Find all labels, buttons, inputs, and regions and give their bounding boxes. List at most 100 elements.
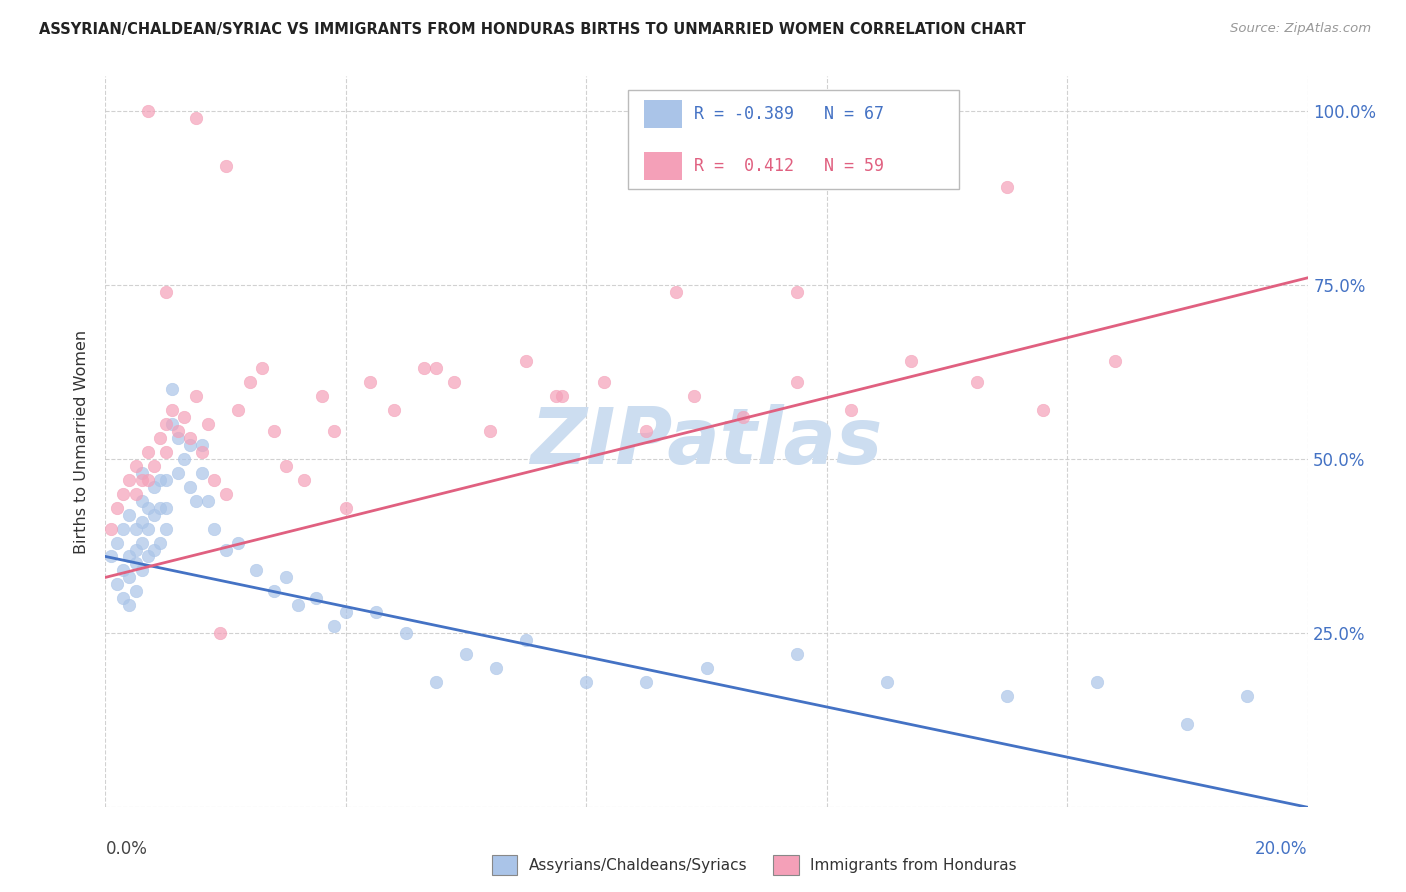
Point bbox=[335, 605, 357, 619]
Point bbox=[136, 473, 159, 487]
Point bbox=[839, 403, 862, 417]
Point bbox=[382, 403, 405, 417]
Point bbox=[112, 591, 135, 606]
Text: Assyrians/Chaldeans/Syriacs: Assyrians/Chaldeans/Syriacs bbox=[529, 858, 747, 872]
Point bbox=[214, 160, 236, 174]
Point bbox=[274, 570, 297, 584]
Bar bbox=[628, 90, 959, 189]
Point bbox=[1175, 716, 1198, 731]
Point bbox=[1104, 354, 1126, 368]
Point bbox=[142, 458, 165, 473]
Point bbox=[479, 424, 502, 438]
Point bbox=[155, 522, 177, 536]
Point bbox=[245, 563, 267, 577]
Point bbox=[112, 487, 135, 501]
Point bbox=[131, 493, 153, 508]
Point bbox=[179, 480, 201, 494]
Point bbox=[124, 542, 146, 557]
Point bbox=[335, 500, 357, 515]
Bar bbox=[644, 152, 682, 179]
Point bbox=[311, 389, 333, 403]
Point bbox=[900, 354, 922, 368]
Point bbox=[413, 361, 436, 376]
Point bbox=[148, 473, 170, 487]
Point bbox=[131, 466, 153, 480]
Point bbox=[786, 647, 808, 661]
Point bbox=[454, 647, 477, 661]
Point bbox=[160, 417, 183, 431]
Text: R = -0.389   N = 67: R = -0.389 N = 67 bbox=[695, 105, 884, 123]
Point bbox=[184, 493, 207, 508]
Point bbox=[118, 473, 141, 487]
Point bbox=[208, 626, 231, 640]
Point bbox=[665, 285, 688, 299]
Point bbox=[124, 584, 146, 599]
Point bbox=[190, 445, 212, 459]
Point bbox=[148, 535, 170, 549]
Point bbox=[142, 542, 165, 557]
Point bbox=[202, 522, 225, 536]
Point bbox=[515, 354, 537, 368]
Point bbox=[107, 500, 129, 515]
Point bbox=[966, 376, 988, 390]
Point bbox=[197, 417, 219, 431]
Point bbox=[995, 689, 1018, 703]
Point bbox=[214, 542, 236, 557]
Point bbox=[131, 535, 153, 549]
Point bbox=[292, 473, 315, 487]
Point bbox=[425, 361, 447, 376]
Point bbox=[136, 445, 159, 459]
Text: R =  0.412   N = 59: R = 0.412 N = 59 bbox=[695, 157, 884, 175]
Point bbox=[786, 376, 808, 390]
Point bbox=[1032, 403, 1054, 417]
Text: ASSYRIAN/CHALDEAN/SYRIAC VS IMMIGRANTS FROM HONDURAS BIRTHS TO UNMARRIED WOMEN C: ASSYRIAN/CHALDEAN/SYRIAC VS IMMIGRANTS F… bbox=[39, 22, 1026, 37]
Point bbox=[1236, 689, 1258, 703]
Point bbox=[322, 424, 344, 438]
Point bbox=[274, 458, 297, 473]
Point bbox=[731, 410, 754, 425]
Point bbox=[124, 522, 146, 536]
Point bbox=[166, 431, 188, 445]
Point bbox=[160, 382, 183, 396]
Point bbox=[485, 661, 508, 675]
Point bbox=[155, 285, 177, 299]
Point bbox=[107, 535, 129, 549]
Point bbox=[124, 557, 146, 571]
Point bbox=[359, 376, 381, 390]
Point bbox=[551, 389, 574, 403]
Point bbox=[107, 577, 129, 591]
Point bbox=[683, 389, 706, 403]
Point bbox=[173, 452, 195, 467]
Point bbox=[202, 473, 225, 487]
Point bbox=[305, 591, 328, 606]
Point bbox=[184, 111, 207, 125]
Point bbox=[136, 522, 159, 536]
Point bbox=[142, 508, 165, 522]
Point bbox=[214, 487, 236, 501]
Text: 20.0%: 20.0% bbox=[1256, 840, 1308, 858]
Point bbox=[118, 508, 141, 522]
Point bbox=[179, 438, 201, 452]
Point bbox=[131, 515, 153, 529]
Point bbox=[636, 674, 658, 689]
Point bbox=[190, 466, 212, 480]
Point bbox=[287, 599, 309, 613]
Point bbox=[166, 466, 188, 480]
Point bbox=[395, 626, 418, 640]
Point bbox=[876, 111, 898, 125]
Point bbox=[100, 522, 122, 536]
Point bbox=[786, 285, 808, 299]
Point bbox=[124, 458, 146, 473]
Point bbox=[136, 500, 159, 515]
Point bbox=[197, 493, 219, 508]
Point bbox=[142, 480, 165, 494]
Point bbox=[239, 376, 262, 390]
Point bbox=[160, 403, 183, 417]
Text: 0.0%: 0.0% bbox=[105, 840, 148, 858]
Point bbox=[593, 376, 616, 390]
Point bbox=[443, 376, 465, 390]
Point bbox=[118, 570, 141, 584]
Point bbox=[263, 424, 285, 438]
Point bbox=[136, 103, 159, 118]
Text: Source: ZipAtlas.com: Source: ZipAtlas.com bbox=[1230, 22, 1371, 36]
